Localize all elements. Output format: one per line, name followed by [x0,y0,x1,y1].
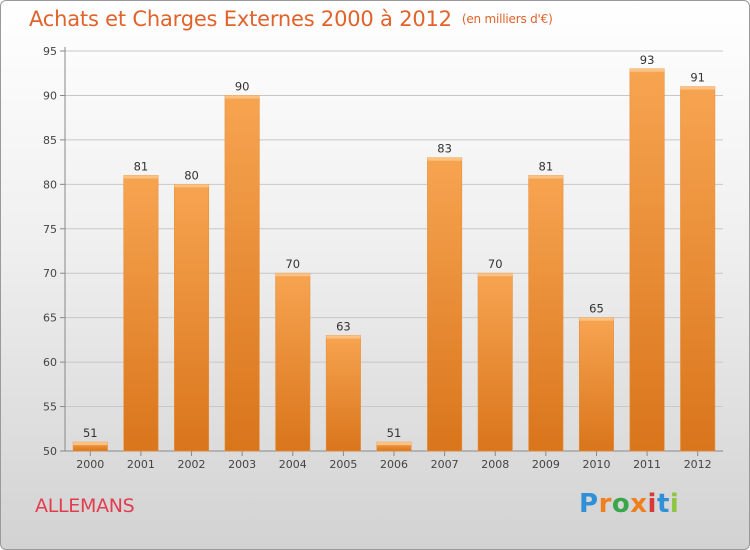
bar-highlight [123,175,159,179]
title-text: Achats et Charges Externes 2000 à 2012 [29,7,452,31]
x-tick-label: 2010 [582,458,610,471]
logo-letter: x [630,489,648,519]
grid [65,50,723,452]
x-tick-label: 2000 [76,458,104,471]
data-label: 65 [589,302,604,316]
bar [680,86,716,452]
bar-highlight [275,273,310,277]
x-tick-label: 2008 [481,458,509,471]
y-tick-label: 80 [43,178,57,191]
y-tick-label: 50 [43,445,57,458]
bar-highlight [579,317,614,321]
bar [123,175,159,452]
data-labels: 51 81 80 90 70 63 51 83 70 81 65 93 91 [83,53,705,440]
data-label: 81 [539,159,554,173]
data-label: 51 [387,426,402,440]
data-label: 81 [134,159,149,173]
bar [174,184,210,452]
y-tick-label: 90 [43,89,57,102]
bar [275,272,311,452]
bar [578,317,614,452]
data-label: 63 [336,319,351,333]
bars [72,68,716,452]
logo-letter: o [611,489,631,519]
bar [629,68,665,452]
data-label: 51 [83,426,98,440]
bar-highlight [629,68,665,72]
logo-letter: i [669,489,680,519]
y-tick-label: 85 [43,134,57,147]
data-label: 80 [184,168,199,182]
x-tick-label: 2007 [431,458,459,471]
bar-highlight [224,95,260,99]
proxiti-logo: Proxiti [579,489,679,519]
bar [224,95,260,452]
bar [427,157,463,452]
y-tick-label: 60 [43,356,57,369]
x-tick-label: 2009 [532,458,560,471]
bar-highlight [376,442,412,446]
chart-title: Achats et Charges Externes 2000 à 2012 (e… [29,7,553,31]
data-label: 70 [285,257,300,271]
data-label: 91 [690,71,705,85]
y-tick-label: 65 [43,312,57,325]
x-tick-label: 2001 [127,458,155,471]
y-tick-label: 70 [43,267,57,280]
data-label: 93 [640,53,655,67]
bar-highlight [73,442,108,446]
logo-letter: t [656,489,670,519]
x-tick-label: 2006 [380,458,408,471]
bar [325,335,361,452]
y-tick-label: 75 [43,223,57,236]
bar-highlight [326,335,361,339]
x-tick-label: 2011 [633,458,661,471]
y-tick-label: 95 [43,45,57,58]
logo-letter: P [579,489,599,519]
bar-highlight [528,175,564,179]
data-label: 90 [235,79,250,93]
bar [477,272,513,452]
logo-letter: r [598,489,612,519]
bar-highlight [478,273,513,277]
logo-letter: i [647,489,657,519]
bar-highlight [427,157,462,161]
y-tick-label: 55 [43,401,57,414]
data-label: 70 [488,257,503,271]
commune-name: ALLEMANS [35,495,135,517]
title-unit: (en milliers d'€) [461,12,553,26]
x-tick-label: 2002 [178,458,206,471]
axes: 50 55 60 65 70 75 80 85 90 95 2000 2001 2002 2003 2004… [43,45,723,471]
bar [528,175,564,452]
bar-highlight [174,184,209,188]
x-tick-label: 2012 [684,458,712,471]
bar-highlight [680,86,715,90]
x-tick-label: 2004 [279,458,307,471]
x-tick-label: 2003 [228,458,256,471]
x-tick-label: 2005 [329,458,357,471]
data-label: 83 [437,142,452,156]
